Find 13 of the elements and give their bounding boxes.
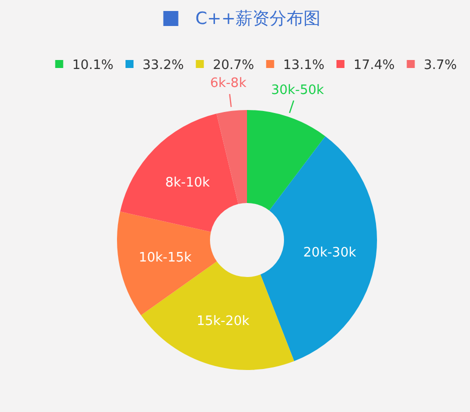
annotation: 20k-30k [303, 245, 356, 260]
annotation: 8k-10k [165, 175, 210, 190]
annotation: 10k-15k [138, 250, 192, 266]
title: C++薪资分布图 [195, 9, 321, 29]
legend-label: 20.7% [212, 58, 254, 73]
legend-label: 33.2% [142, 58, 184, 73]
legend-label: 17.4% [353, 58, 395, 73]
legend-label: 10.1% [72, 58, 114, 73]
legend-label: 3.7% [424, 58, 457, 73]
legend-label: 13.1% [283, 58, 324, 73]
annotation: 30k-50k [271, 83, 324, 98]
annotation: 15k-20k [196, 314, 250, 329]
annotation: 6k-8k [210, 76, 246, 92]
